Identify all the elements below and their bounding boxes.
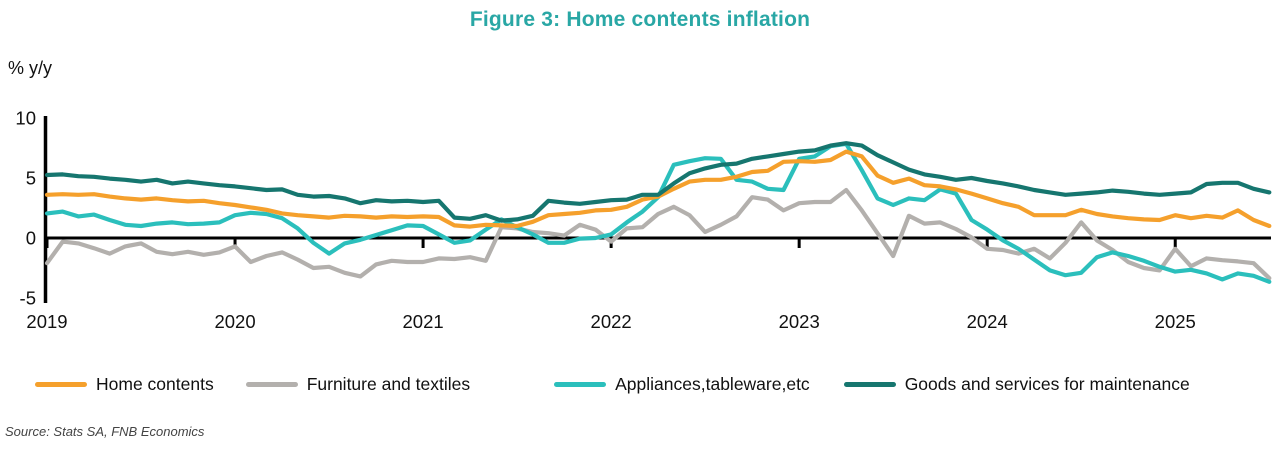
legend-item-goods-services: Goods and services for maintenance bbox=[843, 374, 1190, 395]
x-axis-year-label: 2022 bbox=[591, 311, 632, 332]
legend-label-goods-services: Goods and services for maintenance bbox=[904, 374, 1190, 394]
chart-title: Figure 3: Home contents inflation bbox=[469, 8, 811, 31]
x-axis-year-label: 2025 bbox=[1155, 311, 1196, 332]
legend-label-home-contents: Home contents bbox=[96, 374, 214, 394]
series-line-goods-and-services-for-maintenance bbox=[44, 141, 1272, 223]
legend-item-home-contents: Home contents bbox=[35, 374, 214, 395]
y-axis-tick-label: 0 bbox=[26, 228, 36, 249]
x-axis-year-label: 2021 bbox=[403, 311, 444, 332]
legend: Home contents Furniture and textiles App… bbox=[35, 374, 1190, 395]
series-line-furniture-and-textiles bbox=[44, 187, 1272, 281]
x-axis-year-label: 2020 bbox=[214, 311, 255, 332]
y-axis-tick-label: 10 bbox=[15, 108, 36, 129]
legend-label-appliances: Appliances,tableware,etc bbox=[615, 374, 810, 394]
legend-item-furniture-textiles: Furniture and textiles bbox=[245, 374, 471, 395]
x-axis-year-label: 2019 bbox=[26, 311, 67, 332]
y-axis-unit-label: % y/y bbox=[8, 58, 53, 78]
source-note: Source: Stats SA, FNB Economics bbox=[5, 424, 205, 439]
x-axis-year-label: 2024 bbox=[967, 311, 1008, 332]
y-axis-tick-label: -5 bbox=[20, 288, 36, 309]
legend-label-furniture-textiles: Furniture and textiles bbox=[306, 374, 471, 394]
legend-swatch-goods-services bbox=[843, 381, 896, 388]
legend-swatch-home-contents bbox=[35, 381, 87, 388]
legend-swatch-furniture-textiles bbox=[245, 381, 298, 388]
legend-item-appliances: Appliances,tableware,etc bbox=[554, 374, 810, 395]
y-axis-tick-label: 5 bbox=[26, 168, 36, 189]
x-axis-year-label: 2023 bbox=[779, 311, 820, 332]
legend-swatch-appliances bbox=[554, 381, 607, 388]
